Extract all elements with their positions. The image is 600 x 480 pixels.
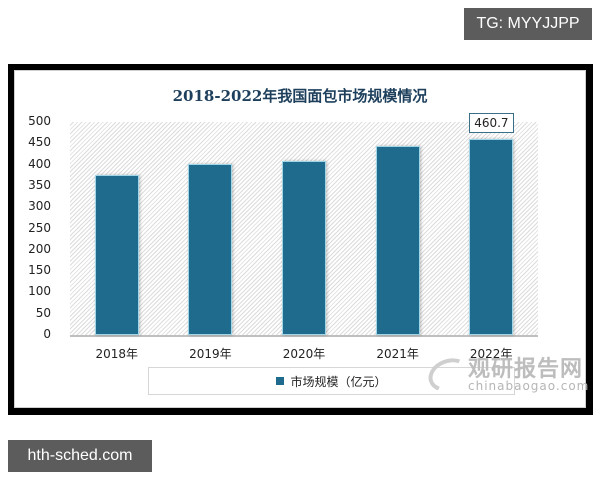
watermark-en: chinabaogao.com: [468, 379, 590, 393]
chart-title: 2018-2022年我国面包市场规模情况: [172, 87, 428, 105]
top-watermark-tag: TG: MYYJJPP: [464, 8, 592, 40]
legend: 市场规模（亿元）: [148, 367, 515, 395]
data-label: 460.7: [469, 112, 514, 133]
x-tick-label: 2020年: [282, 347, 326, 361]
x-axis-line: [70, 335, 538, 337]
chart-frame: 2018-2022年我国面包市场规模情况 0 50 100 150 200 250 300 3…: [8, 64, 593, 415]
y-tick-label: 450: [28, 135, 51, 150]
bar: [375, 145, 420, 335]
y-tick-label: 400: [28, 156, 51, 171]
y-tick-label: 0: [43, 327, 51, 341]
y-tick-label: 350: [28, 177, 51, 192]
watermark-logo-icon: [423, 352, 475, 398]
bar: [469, 138, 514, 335]
y-tick-label: 150: [28, 263, 51, 278]
x-tick-label: 2019年: [189, 347, 232, 361]
watermark: 观研报告网 chinabaogao.com: [420, 351, 590, 398]
legend-swatch-icon: [276, 377, 285, 385]
x-tick-label: 2021年: [376, 347, 419, 361]
bar: [282, 160, 326, 335]
y-tick-label: 300: [28, 199, 51, 214]
bar: [94, 174, 139, 335]
chart-panel: 2018-2022年我国面包市场规模情况 0 50 100 150 200 250 300 3…: [14, 70, 588, 408]
legend-label: 市场规模（亿元）: [290, 374, 387, 389]
y-tick-label: 50: [35, 305, 51, 320]
y-tick-label: 100: [28, 284, 51, 299]
x-tick-label: 2022年: [469, 347, 513, 361]
x-tick-label: 2018年: [95, 347, 139, 361]
bar: [188, 163, 233, 335]
y-tick-label: 200: [28, 241, 51, 256]
y-tick-label: 250: [28, 220, 51, 235]
watermark-cn: 观研报告网: [468, 357, 584, 382]
bottom-watermark-tag: hth-sched.com: [8, 440, 152, 472]
y-tick-label: 500: [28, 114, 51, 128]
